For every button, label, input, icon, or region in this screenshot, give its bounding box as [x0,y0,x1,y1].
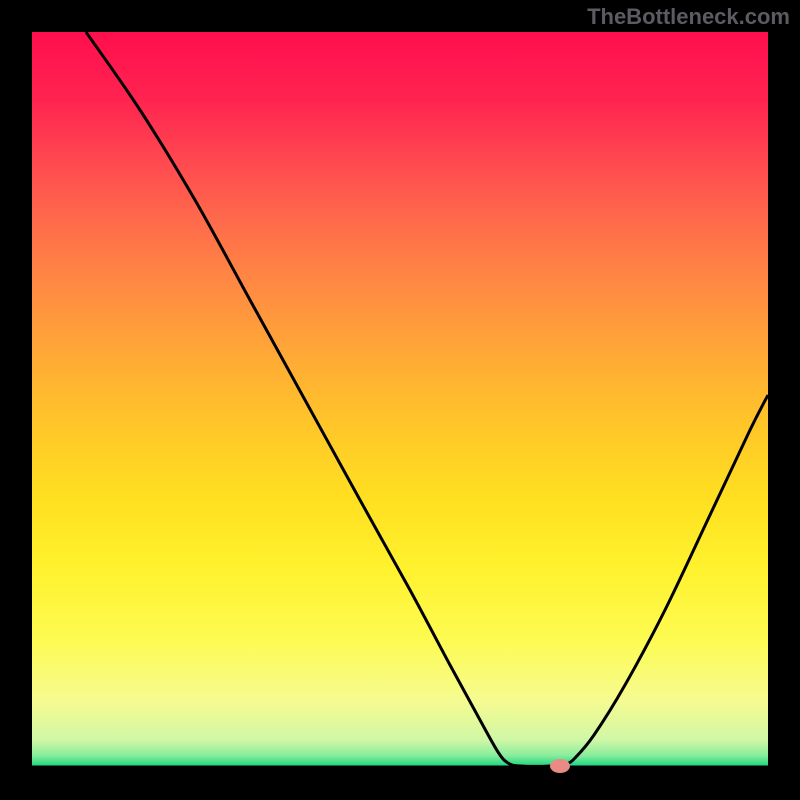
optimal-point-marker [550,759,570,773]
chart-gradient-background [32,32,768,768]
watermark-text: TheBottleneck.com [587,4,790,30]
bottleneck-chart [0,0,800,800]
chart-container: TheBottleneck.com [0,0,800,800]
